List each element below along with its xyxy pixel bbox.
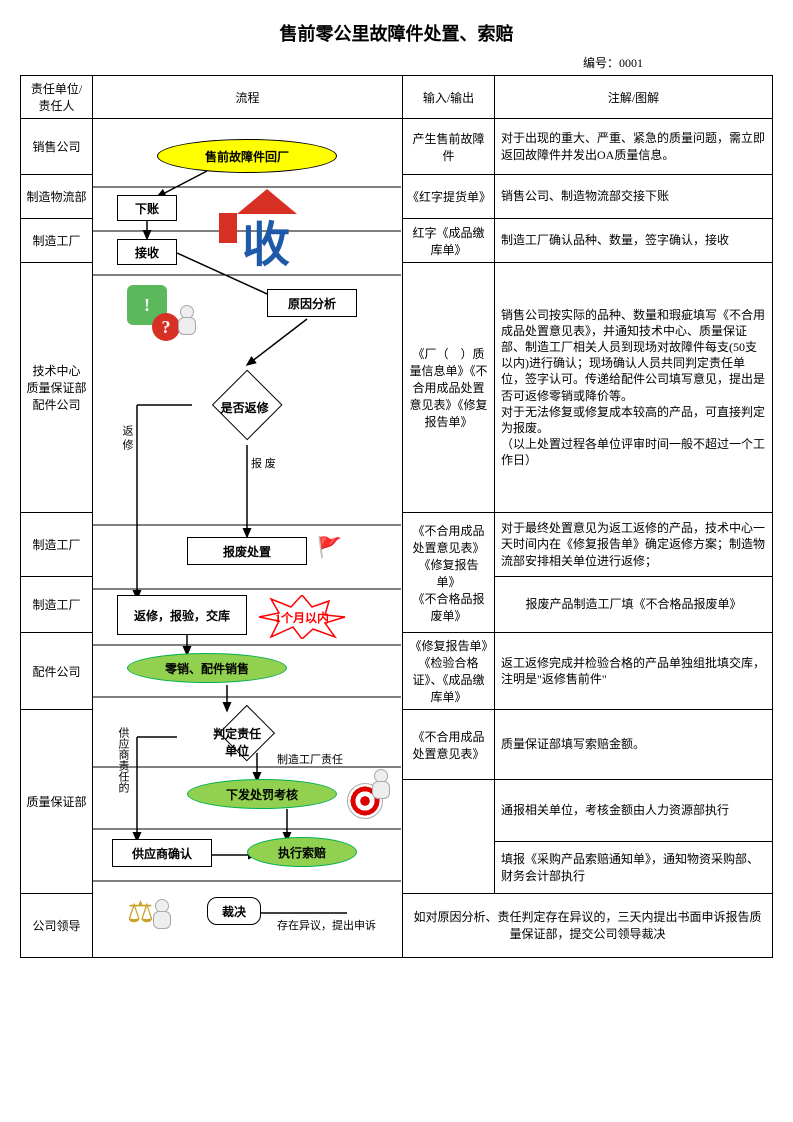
question-mark-icon: ? bbox=[152, 313, 180, 341]
burst-label: 1个月以内 bbox=[257, 595, 347, 643]
unit-cell: 技术中心 质量保证部 配件公司 bbox=[21, 263, 93, 513]
doc-number: 编号：0001 bbox=[20, 54, 773, 71]
io-cell: 《不合用成品处置意见表》 bbox=[403, 710, 495, 780]
io-cell: 红字《成品缴库单》 bbox=[403, 219, 495, 263]
lingxiao-node: 零销、配件销售 bbox=[127, 653, 287, 683]
note-cell: 销售公司按实际的品种、数量和瑕疵填写《不合用成品处置意见表》，并通知技术中心、质… bbox=[495, 263, 773, 513]
decision-fanxiu: 是否返修 bbox=[211, 369, 282, 440]
decision-zeren: 判定责任单位 bbox=[219, 704, 275, 760]
io-cell bbox=[403, 780, 495, 894]
col-io: 输入/输出 bbox=[403, 76, 495, 119]
table-row: 销售公司 售前故障件回厂下账接收收原因分析!?是否返修返 修报 废报废处置🚩返修… bbox=[21, 119, 773, 175]
label-fanxiu: 返 修 bbox=[119, 425, 135, 450]
xiafa-node: 下发处罚考核 bbox=[187, 779, 337, 809]
person-icon bbox=[177, 305, 197, 335]
note-cell: 填报《采购产品索赔通知单》，通知物资采购部、财务会计部执行 bbox=[495, 842, 773, 894]
xiazhang-node: 下账 bbox=[117, 195, 177, 221]
unit-cell: 配件公司 bbox=[21, 633, 93, 710]
note-cell: 报废产品制造工厂填《不合格品报废单》 bbox=[495, 577, 773, 633]
shou-icon: 收 bbox=[242, 205, 290, 275]
label-gys: 供应商责任的 bbox=[115, 727, 131, 827]
flow-cell: 售前故障件回厂下账接收收原因分析!?是否返修返 修报 废报废处置🚩返修，报验，交… bbox=[93, 119, 403, 958]
suopei-node: 执行索赔 bbox=[247, 837, 357, 867]
unit-cell: 公司领导 bbox=[21, 894, 93, 958]
process-table: 责任单位/责任人 流程 输入/输出 注解/图解 销售公司 售前故障件回厂下账接收… bbox=[20, 75, 773, 958]
note-cell: 返工返修完成并检验合格的产品单独组批填交库，注明是"返修售前件" bbox=[495, 633, 773, 710]
header-row: 责任单位/责任人 流程 输入/输出 注解/图解 bbox=[21, 76, 773, 119]
baofei-node: 报废处置 bbox=[187, 537, 307, 565]
running-person-icon bbox=[371, 769, 391, 799]
io-cell: 《不合用成品处置意见表》《修复报告单》 《不合格品报废单》 bbox=[403, 513, 495, 633]
unit-cell: 制造工厂 bbox=[21, 577, 93, 633]
note-cell: 质量保证部填写索赔金额。 bbox=[495, 710, 773, 780]
io-cell: 《红字提货单》 bbox=[403, 175, 495, 219]
io-cell: 产生售前故障件 bbox=[403, 119, 495, 175]
label-baofei: 报 废 bbox=[251, 455, 276, 471]
label-yiyi: 存在异议，提出申诉 bbox=[277, 917, 376, 933]
unit-cell: 销售公司 bbox=[21, 119, 93, 175]
house-wall-icon bbox=[219, 213, 237, 243]
io-cell: 《厂（ ）质量信息单》《不合用成品处置意见表》《修复报告单》 bbox=[403, 263, 495, 513]
jieshou-node: 接收 bbox=[117, 239, 177, 265]
page-title: 售前零公里故障件处置、索赔 bbox=[20, 20, 773, 46]
gys-confirm-node: 供应商确认 bbox=[112, 839, 212, 867]
caijue-node: 裁决 bbox=[207, 897, 261, 925]
note-cell: 制造工厂确认品种、数量，签字确认，接收 bbox=[495, 219, 773, 263]
col-note: 注解/图解 bbox=[495, 76, 773, 119]
io-cell: 《修复报告单》《检验合格证》、《成品缴库单》 bbox=[403, 633, 495, 710]
flags-icon: 🚩 bbox=[317, 535, 342, 560]
yuanyin-node: 原因分析 bbox=[267, 289, 357, 317]
label-zzgc: 制造工厂责任 bbox=[277, 751, 343, 767]
unit-cell: 制造物流部 bbox=[21, 175, 93, 219]
scale-icon: ⚖ bbox=[127, 895, 154, 930]
note-cell: 通报相关单位，考核金额由人力资源部执行 bbox=[495, 780, 773, 842]
unit-cell: 制造工厂 bbox=[21, 513, 93, 577]
note-cell: 如对原因分析、责任判定存在异议的，三天内提出书面申诉报告质量保证部，提交公司领导… bbox=[403, 894, 773, 958]
unit-cell: 制造工厂 bbox=[21, 219, 93, 263]
col-flow: 流程 bbox=[93, 76, 403, 119]
start-node: 售前故障件回厂 bbox=[157, 139, 337, 173]
note-cell: 对于出现的重大、严重、紧急的质量问题，需立即返回故障件并发出OA质量信息。 bbox=[495, 119, 773, 175]
note-cell: 对于最终处置意见为返工返修的产品，技术中心一天时间内在《修复报告单》确定返修方案… bbox=[495, 513, 773, 577]
judge-person-icon bbox=[152, 899, 172, 929]
note-cell: 销售公司、制造物流部交接下账 bbox=[495, 175, 773, 219]
fanxiu-node: 返修，报验，交库 bbox=[117, 595, 247, 635]
col-unit: 责任单位/责任人 bbox=[21, 76, 93, 119]
unit-cell: 质量保证部 bbox=[21, 710, 93, 894]
